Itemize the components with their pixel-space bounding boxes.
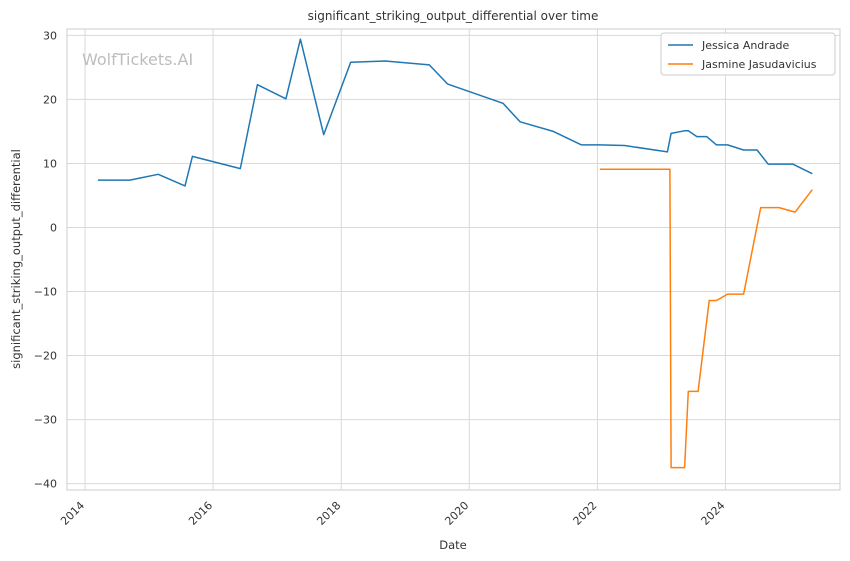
x-tick-label: 2024 — [699, 499, 728, 528]
x-tick-label: 2014 — [58, 499, 87, 528]
legend: Jessica Andrade Jasmine Jasudavicius — [660, 32, 836, 76]
y-tick-label: −20 — [34, 350, 57, 363]
grid — [67, 29, 840, 490]
watermark: WolfTickets.AI — [82, 50, 193, 69]
x-axis-title: Date — [439, 538, 467, 552]
y-tick-label: 10 — [43, 157, 57, 170]
series-layer — [97, 38, 813, 469]
y-tick-label: 20 — [43, 93, 57, 106]
x-tick-label: 2018 — [314, 499, 343, 528]
x-tick-label: 2022 — [571, 499, 600, 528]
series-line-jessica-andrade — [97, 38, 813, 187]
chart-title: significant_striking_output_differential… — [308, 9, 599, 23]
legend-label-jasmine-jasudavicius: Jasmine Jasudavicius — [701, 58, 817, 71]
y-tick-label: −40 — [34, 478, 57, 491]
legend-box — [660, 32, 836, 76]
x-tick-label: 2016 — [186, 499, 215, 528]
legend-label-jessica-andrade: Jessica Andrade — [701, 39, 790, 52]
y-tick-label: −30 — [34, 414, 57, 427]
y-tick-label: 30 — [43, 29, 57, 42]
y-tick-labels: 30 20 10 0 −10 −20 −30 −40 — [34, 29, 57, 490]
series-line-jasmine-jasudavicius — [599, 168, 813, 469]
y-tick-label: −10 — [34, 286, 57, 299]
plot-frame — [66, 28, 841, 491]
x-tick-labels: 2014 2016 2018 2020 2022 2024 — [58, 499, 727, 528]
y-axis-title: significant_striking_output_differential — [9, 149, 23, 369]
y-tick-label: 0 — [50, 221, 57, 234]
x-tick-label: 2020 — [442, 499, 471, 528]
